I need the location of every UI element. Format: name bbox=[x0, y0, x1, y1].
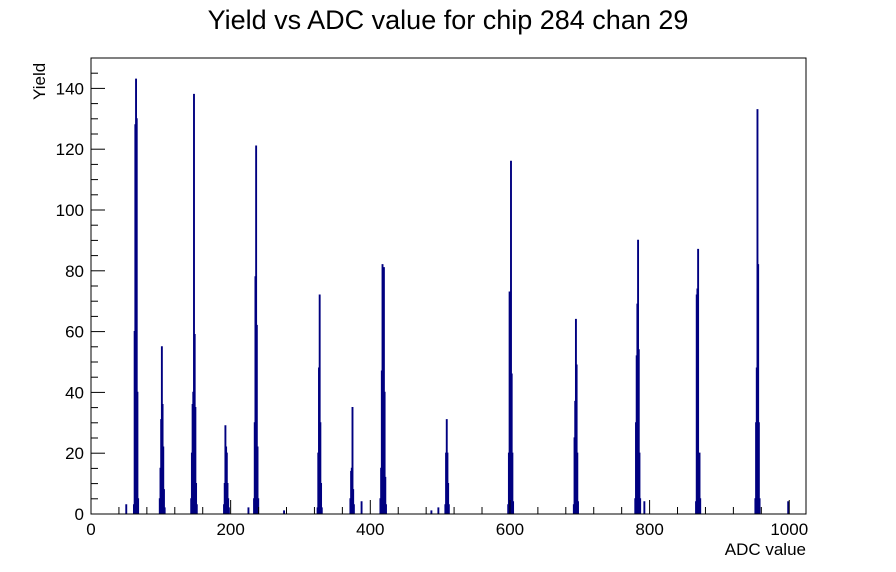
histogram-bin bbox=[384, 476, 387, 514]
histogram-bin bbox=[757, 422, 760, 514]
histogram-bin bbox=[257, 498, 260, 514]
histogram-bin bbox=[162, 446, 165, 514]
y-tick-label: 40 bbox=[65, 383, 84, 402]
histogram-bin bbox=[352, 489, 355, 514]
y-tick-label: 80 bbox=[65, 262, 84, 281]
histogram-bin bbox=[163, 507, 166, 514]
histogram-bin bbox=[510, 373, 513, 514]
histogram-bin bbox=[698, 452, 701, 514]
histogram-bin bbox=[320, 483, 323, 514]
histogram-bin bbox=[643, 501, 646, 514]
histogram-bin bbox=[577, 501, 579, 514]
histogram-bin bbox=[697, 248, 700, 514]
histogram-bin bbox=[135, 118, 138, 514]
histogram-bin bbox=[227, 498, 230, 514]
histogram-bin bbox=[575, 364, 578, 514]
histogram-bin bbox=[639, 498, 642, 514]
histogram-bin bbox=[699, 498, 702, 514]
histogram-bin bbox=[757, 264, 760, 514]
y-axis: 0 20 40 60 80 100 120 140 bbox=[56, 57, 105, 524]
histogram-bin bbox=[385, 504, 387, 514]
histogram-bin bbox=[360, 501, 363, 514]
histogram-bin bbox=[318, 294, 321, 514]
histogram-bin bbox=[136, 391, 139, 514]
y-tick-label: 0 bbox=[75, 505, 84, 524]
x-tick-label: 600 bbox=[496, 520, 524, 539]
histogram-bin bbox=[383, 391, 386, 514]
x-axis-label: ADC value bbox=[725, 540, 806, 559]
histogram-bars bbox=[125, 78, 790, 514]
x-tick-label: 400 bbox=[356, 520, 384, 539]
x-tick-label: 0 bbox=[86, 520, 95, 539]
histogram-bin bbox=[255, 324, 258, 514]
y-tick-label: 100 bbox=[56, 201, 84, 220]
x-tick-label: 1000 bbox=[770, 520, 808, 539]
histogram-bin bbox=[447, 483, 450, 514]
histogram-bin bbox=[163, 489, 165, 514]
histogram-bin bbox=[319, 422, 322, 514]
histogram-bin bbox=[351, 407, 354, 514]
histogram-bin bbox=[576, 452, 579, 514]
histogram-bin bbox=[758, 498, 761, 514]
histogram-bin bbox=[195, 483, 198, 514]
y-tick-label: 60 bbox=[65, 323, 84, 342]
x-tick-label: 200 bbox=[216, 520, 244, 539]
histogram-bin bbox=[193, 93, 195, 514]
histogram-bin bbox=[194, 407, 197, 514]
histogram-bin bbox=[247, 507, 250, 514]
x-tick-label: 800 bbox=[635, 520, 663, 539]
histogram-bin bbox=[637, 349, 640, 514]
histogram-bin bbox=[787, 501, 790, 514]
y-axis-label: Yield bbox=[30, 63, 49, 100]
histogram-bin bbox=[352, 504, 355, 514]
histogram-bin bbox=[382, 267, 385, 514]
histogram-bin bbox=[320, 507, 323, 514]
histogram-bin bbox=[256, 446, 259, 514]
histogram-bin bbox=[283, 510, 286, 514]
histogram-bin bbox=[511, 452, 514, 514]
histogram-bin bbox=[125, 504, 128, 514]
histogram-bin bbox=[512, 501, 515, 514]
histogram-bin bbox=[638, 452, 641, 514]
chart-title: Yield vs ADC value for chip 284 chan 29 bbox=[208, 5, 689, 35]
y-tick-label: 120 bbox=[56, 140, 84, 159]
histogram-bin bbox=[437, 507, 440, 514]
y-tick-label: 140 bbox=[56, 79, 84, 98]
histogram-bin bbox=[195, 504, 198, 514]
y-tick-label: 20 bbox=[65, 444, 84, 463]
histogram-bin bbox=[227, 507, 230, 514]
histogram-bin bbox=[508, 291, 511, 514]
histogram-bin bbox=[430, 510, 433, 514]
histogram-bin bbox=[137, 498, 140, 514]
histogram-bin bbox=[510, 160, 512, 514]
histogram-bin bbox=[447, 504, 450, 514]
x-axis: 0 200 400 600 800 1000 bbox=[86, 500, 808, 539]
